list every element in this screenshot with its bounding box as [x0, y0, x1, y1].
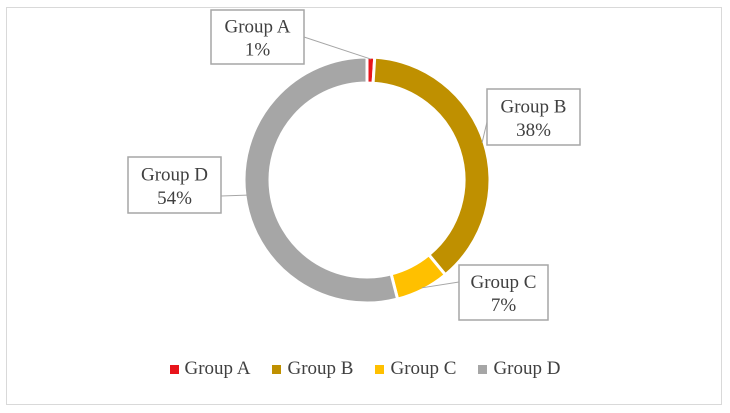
- slice-group-b: [371, 55, 492, 277]
- legend-label: Group C: [390, 358, 457, 379]
- chart-legend: Group A Group B Group C Group D: [0, 354, 730, 384]
- leader-line-group-d: [220, 194, 247, 197]
- legend-item-group-d: Group D: [478, 358, 560, 380]
- data-label-category: Group B: [501, 97, 567, 118]
- data-label-category: Group A: [225, 17, 291, 38]
- data-label-percent: 1%: [245, 39, 271, 60]
- slices-layer: [242, 55, 492, 305]
- data-label-box: [210, 9, 305, 65]
- legend-swatch: [375, 364, 385, 374]
- legend-label: Group D: [493, 358, 561, 379]
- data-label-group-d: Group D54%: [127, 156, 222, 214]
- data-label-box: [127, 156, 222, 214]
- data-label-percent: 38%: [516, 120, 551, 141]
- legend-swatch: [272, 364, 282, 374]
- legend-label: Group A: [184, 358, 251, 379]
- data-label-category: Group D: [141, 165, 208, 186]
- leader-line-group-a: [303, 36, 371, 60]
- data-label-group-c: Group C7%: [458, 264, 549, 321]
- slice-group-d: [242, 55, 400, 305]
- data-label-percent: 7%: [491, 295, 517, 316]
- data-label-box: [486, 88, 581, 146]
- legend-swatch: [478, 364, 488, 374]
- leader-line-group-c: [421, 281, 460, 289]
- data-label-group-b: Group B38%: [486, 88, 581, 146]
- legend-label: Group B: [287, 358, 354, 379]
- data-label-group-a: Group A1%: [210, 9, 305, 65]
- data-label-box: [458, 264, 549, 321]
- data-labels-layer: Group A1% Group B38% Group C7% Group D54%: [127, 9, 581, 321]
- legend-item-group-b: Group B: [272, 358, 353, 380]
- legend-item-group-c: Group C: [375, 358, 456, 380]
- leader-line-group-b: [481, 121, 488, 143]
- data-label-percent: 54%: [157, 188, 192, 209]
- data-label-category: Group C: [471, 272, 537, 293]
- legend-swatch: [169, 364, 179, 374]
- leader-lines-layer: [220, 36, 488, 289]
- legend-item-group-a: Group A: [169, 358, 251, 380]
